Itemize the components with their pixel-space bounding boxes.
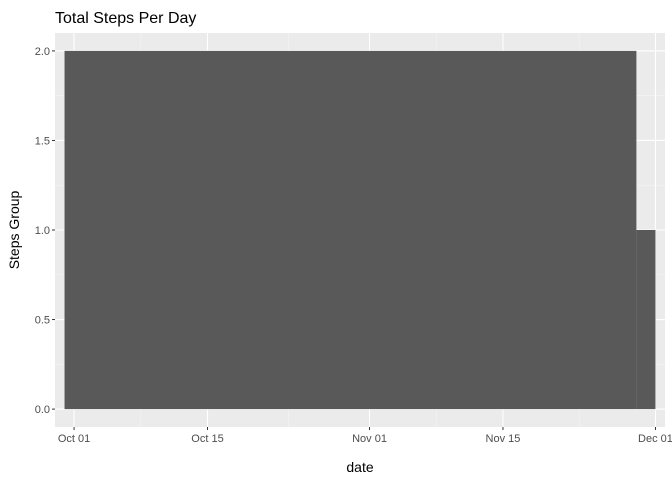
x-tick-label: Dec 01 <box>638 433 672 445</box>
x-axis-title: date <box>346 459 373 475</box>
y-axis-title: Steps Group <box>6 190 22 269</box>
chart-title: Total Steps Per Day <box>55 10 196 27</box>
y-tick-label: 1.5 <box>35 135 50 147</box>
x-tick-label: Nov 15 <box>486 433 521 445</box>
x-tick-label: Nov 01 <box>352 433 387 445</box>
y-tick-label: 0.0 <box>35 404 50 416</box>
tick-marks <box>52 50 656 430</box>
y-tick-label: 0.5 <box>35 315 50 327</box>
y-tick-label: 2.0 <box>35 46 50 58</box>
bar-2 <box>636 230 656 410</box>
x-tick-label: Oct 15 <box>191 433 223 445</box>
bar-1 <box>64 50 637 410</box>
y-tick-label: 1.0 <box>35 225 50 237</box>
y-tick-labels: 0.0 0.5 1.0 1.5 2.0 <box>35 46 50 416</box>
x-tick-labels: Oct 01 Oct 15 Nov 01 Nov 15 Dec 01 <box>58 433 672 445</box>
x-tick-label: Oct 01 <box>58 433 90 445</box>
bars <box>64 50 656 410</box>
